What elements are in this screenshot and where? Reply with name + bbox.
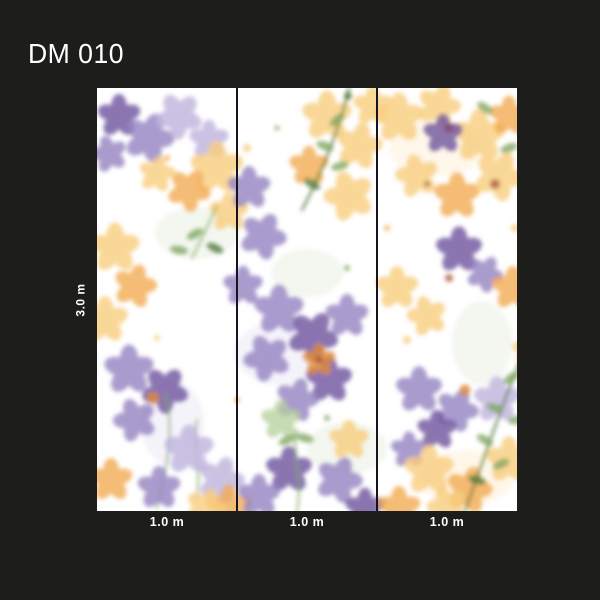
width-dimension-label-3: 1.0 m	[429, 515, 465, 529]
panel-divider-1	[236, 88, 238, 511]
panel-width-dimensions: 1.0 m 1.0 m 1.0 m	[97, 515, 517, 529]
panel-divider-2	[376, 88, 378, 511]
mural-height-dimension: 3.0 m	[70, 88, 92, 511]
watercolor-flowers	[97, 88, 517, 511]
page-title: DM 010	[28, 38, 124, 69]
width-dimension-label-1: 1.0 m	[149, 515, 185, 529]
floral-pattern-image	[97, 88, 517, 511]
height-dimension-label: 3.0 m	[74, 282, 88, 317]
wall-mural-preview	[97, 88, 517, 511]
width-dimension-label-2: 1.0 m	[289, 515, 325, 529]
